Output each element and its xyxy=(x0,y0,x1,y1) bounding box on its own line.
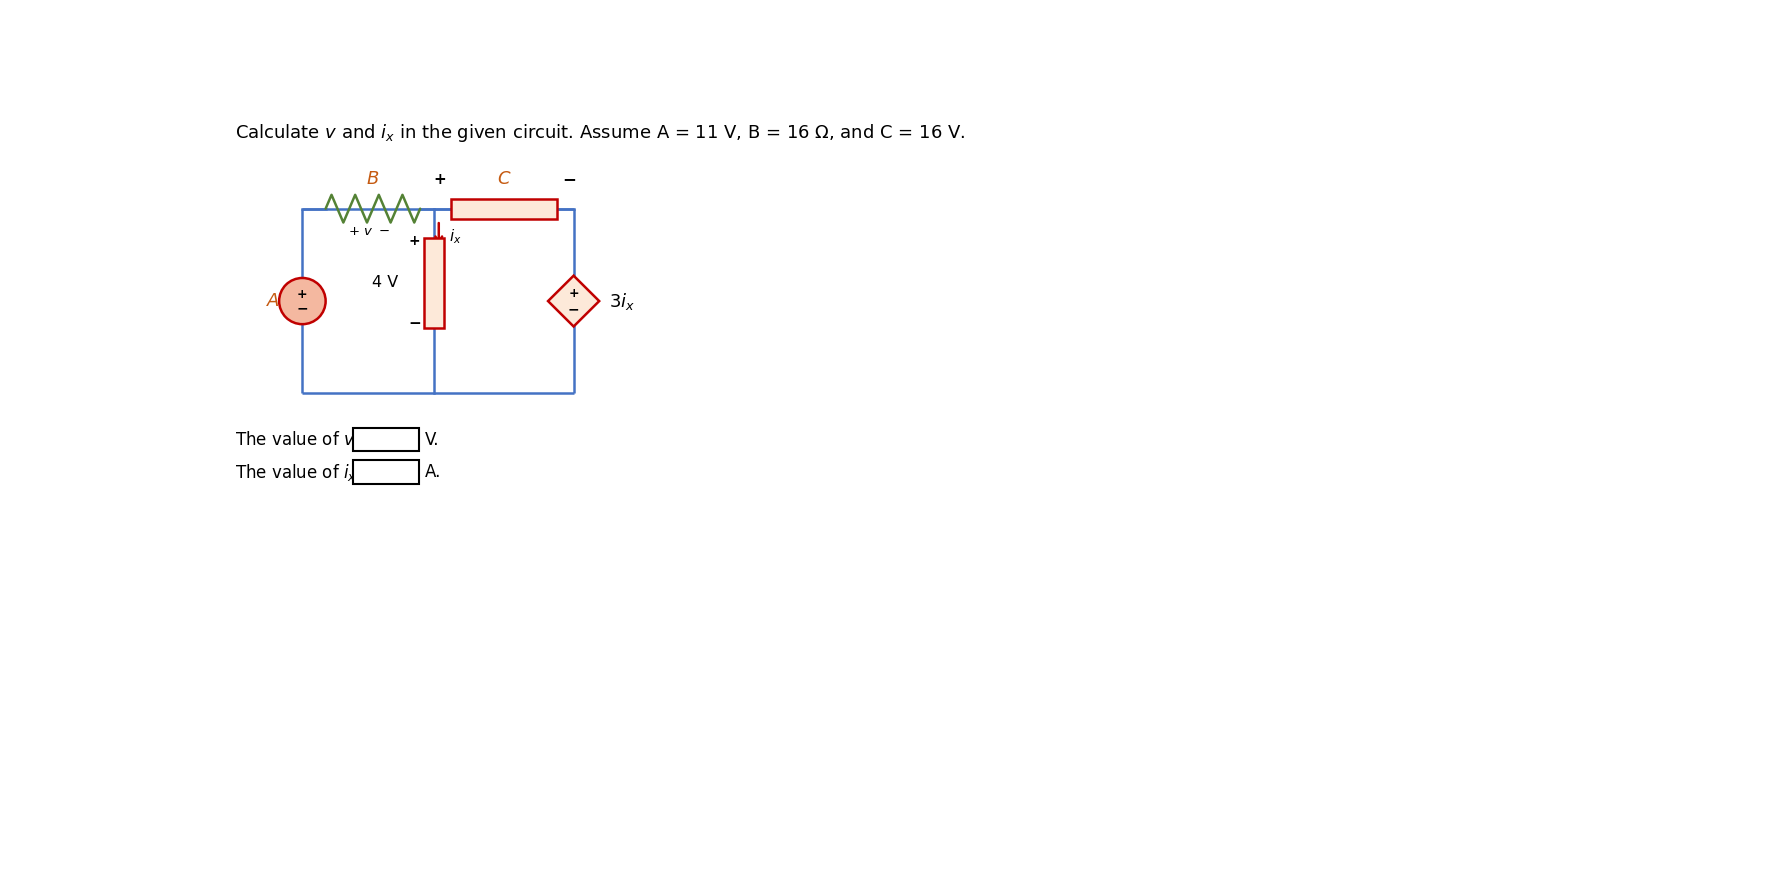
Text: $A$: $A$ xyxy=(265,292,279,310)
Text: +: + xyxy=(297,287,308,301)
Text: A.: A. xyxy=(424,463,442,481)
Text: $+\ v\ -$: $+\ v\ -$ xyxy=(348,226,391,238)
Text: +: + xyxy=(433,172,446,187)
Text: −: − xyxy=(297,301,308,316)
Text: $3i_x$: $3i_x$ xyxy=(610,291,635,311)
Text: +: + xyxy=(568,287,578,300)
Text: 4 V: 4 V xyxy=(373,276,398,291)
Circle shape xyxy=(279,278,325,324)
Text: −: − xyxy=(568,302,580,317)
Text: +: + xyxy=(408,234,421,248)
Text: −: − xyxy=(562,170,576,188)
Text: $C$: $C$ xyxy=(497,170,511,188)
Text: Calculate $v$ and $i_x$ in the given circuit. Assume A = 11 V, B = 16 $\Omega$, : Calculate $v$ and $i_x$ in the given cir… xyxy=(235,122,965,145)
Text: −: − xyxy=(408,316,421,331)
Bar xyxy=(354,428,419,451)
Polygon shape xyxy=(548,276,599,326)
Bar xyxy=(354,460,419,483)
Text: The value of $v$ is: The value of $v$ is xyxy=(235,431,373,449)
Text: $i_x$: $i_x$ xyxy=(449,227,461,246)
Bar xyxy=(424,238,444,328)
Bar xyxy=(451,199,557,219)
Text: The value of $i_x$ is: The value of $i_x$ is xyxy=(235,461,375,483)
Text: $B$: $B$ xyxy=(366,170,380,188)
Text: V.: V. xyxy=(424,431,438,449)
